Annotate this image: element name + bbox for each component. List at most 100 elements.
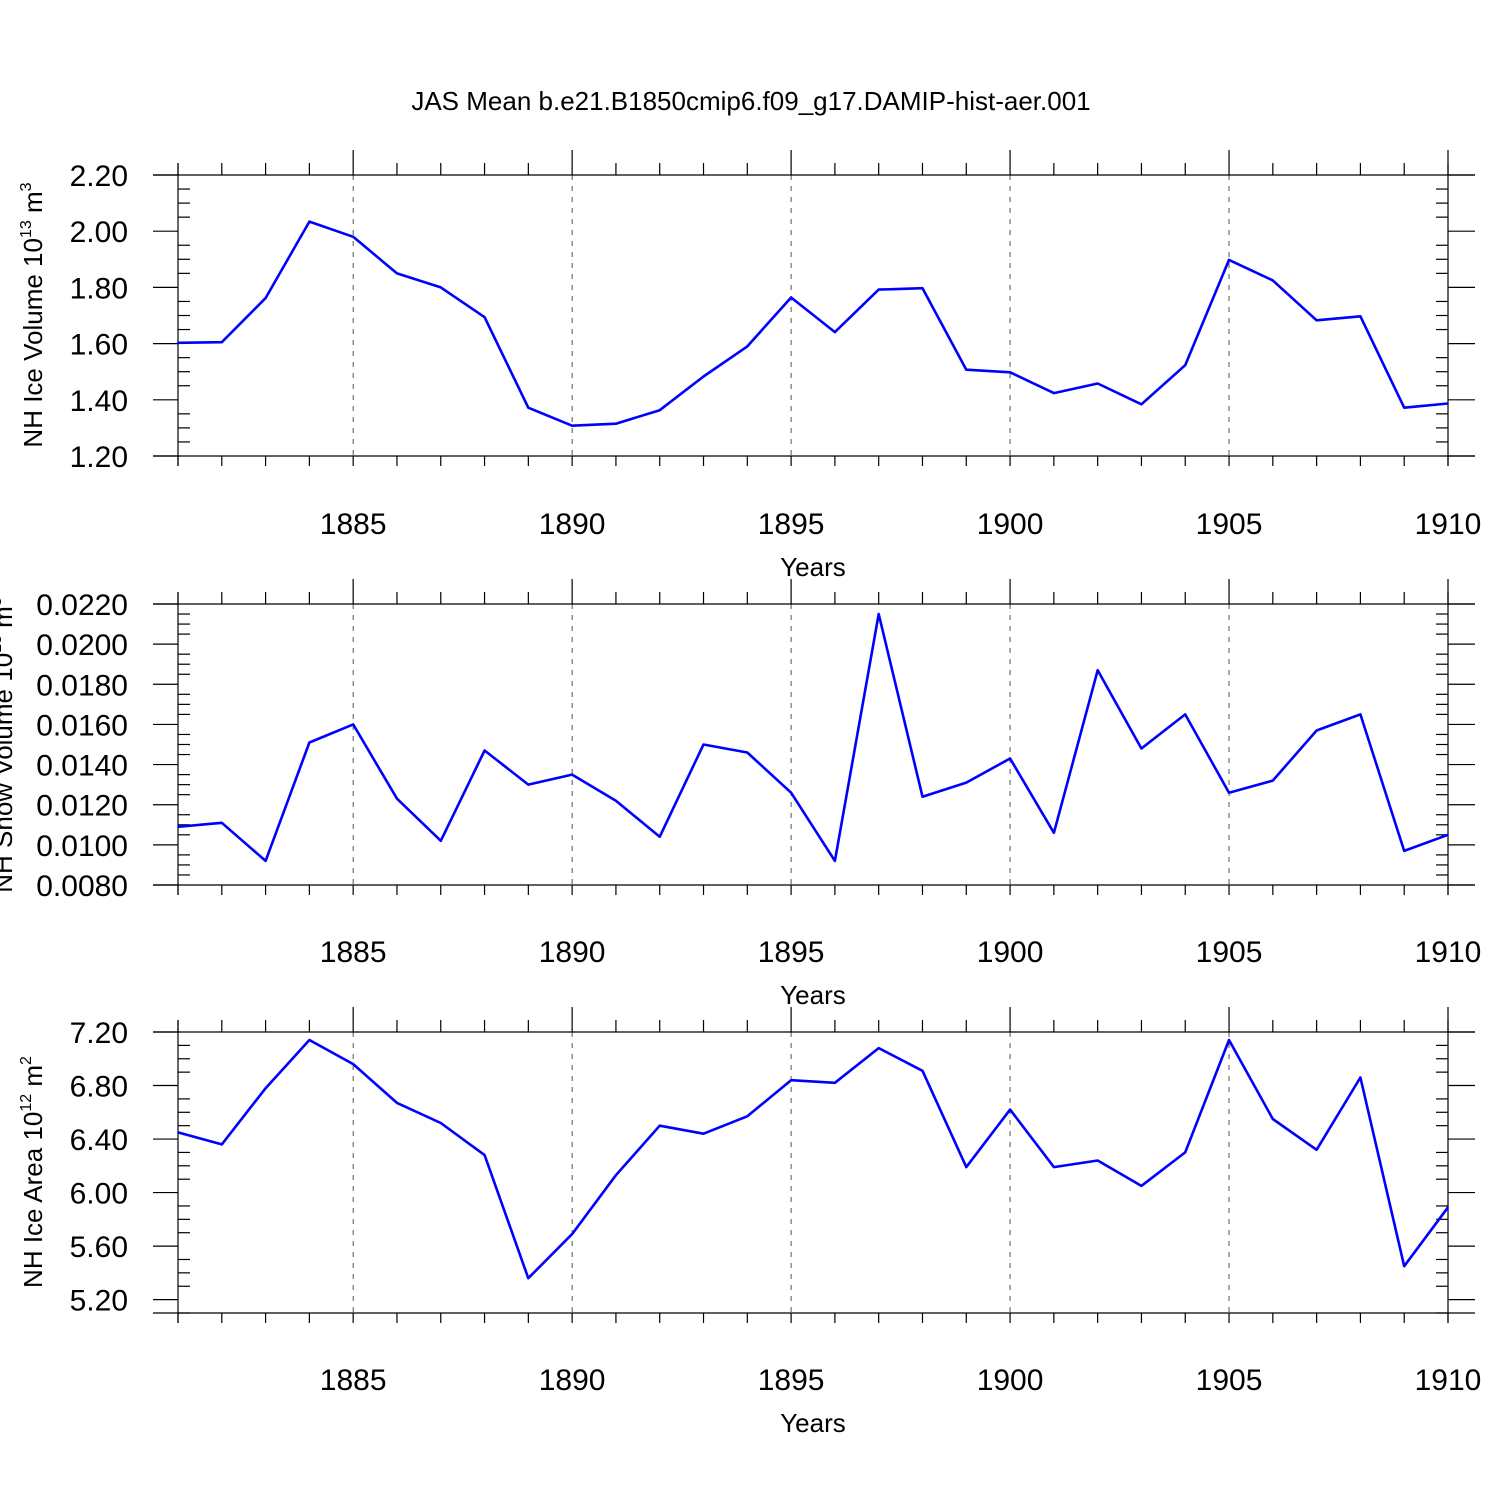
x-tick-label: 1900 bbox=[977, 936, 1044, 969]
data-point bbox=[1096, 382, 1099, 385]
x-tick-label: 1900 bbox=[977, 1364, 1044, 1397]
data-point bbox=[1447, 1206, 1449, 1209]
data-point bbox=[1096, 1159, 1099, 1162]
data-point bbox=[1447, 402, 1449, 405]
y-axis-label: NH Ice Area 1012 m2 bbox=[18, 1056, 48, 1288]
data-point bbox=[965, 368, 968, 371]
data-point bbox=[702, 375, 705, 378]
data-point bbox=[264, 860, 267, 862]
data-point bbox=[1140, 747, 1143, 750]
data-point bbox=[527, 406, 530, 409]
data-point bbox=[790, 791, 792, 794]
y-tick-label: 2.00 bbox=[70, 216, 128, 249]
data-point bbox=[965, 1166, 968, 1168]
data-point bbox=[571, 1233, 573, 1235]
x-tick-label: 1905 bbox=[1196, 508, 1263, 541]
data-point bbox=[571, 424, 573, 427]
data-point bbox=[1272, 779, 1274, 782]
data-point bbox=[1359, 315, 1362, 318]
x-tick-label: 1890 bbox=[539, 508, 606, 541]
data-point bbox=[834, 331, 836, 333]
y-tick-label: 2.20 bbox=[70, 160, 128, 193]
data-point bbox=[1315, 1149, 1318, 1151]
y-tick-label: 0.0160 bbox=[36, 709, 128, 742]
x-tick-label: 1900 bbox=[977, 508, 1044, 541]
y-tick-label: 6.80 bbox=[70, 1071, 128, 1104]
data-point bbox=[615, 422, 617, 425]
data-point bbox=[264, 1087, 267, 1089]
data-point bbox=[1359, 1076, 1362, 1079]
figure-title: JAS Mean b.e21.B1850cmip6.f09_g17.DAMIP-… bbox=[411, 86, 1090, 116]
data-point bbox=[483, 749, 486, 752]
data-point bbox=[1184, 713, 1186, 716]
y-axis-label: NH Ice Volume 1013 m3 bbox=[18, 182, 48, 447]
y-axis-label-superscript: 2 bbox=[18, 1056, 35, 1065]
data-point bbox=[702, 743, 705, 746]
data-point bbox=[1184, 364, 1186, 367]
data-point bbox=[877, 1047, 880, 1049]
x-tick-label: 1905 bbox=[1196, 936, 1263, 969]
y-axis-label-text: NH Ice Area 10 bbox=[18, 1112, 48, 1288]
data-point bbox=[965, 781, 968, 784]
x-tick-label: 1910 bbox=[1415, 1364, 1482, 1397]
panels: 1885 1890 1895 1900 1905 1910 1.20 1.40 1.60 1.80… bbox=[0, 150, 1481, 1438]
data-point bbox=[571, 773, 573, 776]
data-point bbox=[177, 342, 179, 344]
data-point bbox=[658, 409, 661, 412]
y-axis-label-superscript: 13 bbox=[18, 220, 35, 238]
data-point bbox=[1315, 319, 1318, 322]
data-point bbox=[1315, 729, 1318, 732]
data-point bbox=[658, 1124, 661, 1127]
y-tick-label: 6.00 bbox=[70, 1178, 128, 1211]
data-point bbox=[746, 751, 749, 754]
data-point bbox=[834, 1082, 836, 1084]
data-point bbox=[177, 1131, 179, 1134]
data-point bbox=[1447, 834, 1449, 836]
data-point bbox=[921, 1070, 924, 1072]
y-tick-label: 0.0100 bbox=[36, 830, 128, 863]
data-point bbox=[221, 341, 223, 344]
x-tick-label: 1910 bbox=[1415, 508, 1482, 541]
y-axis-label-superscript: 3 bbox=[0, 597, 5, 606]
y-tick-label: 5.20 bbox=[70, 1285, 128, 1318]
y-axis-label-superscript: 13 bbox=[0, 635, 5, 653]
y-tick-label: 1.60 bbox=[70, 329, 128, 362]
data-point bbox=[1403, 1265, 1405, 1267]
data-point bbox=[658, 836, 661, 838]
chart-panel-2: 1885 1890 1895 1900 1905 1910 0.0080 0.0100 0.01… bbox=[0, 579, 1481, 1010]
data-point bbox=[746, 1115, 749, 1118]
data-point bbox=[1272, 279, 1274, 282]
data-point bbox=[1272, 1118, 1274, 1120]
data-point bbox=[1053, 392, 1055, 394]
x-tick-label: 1885 bbox=[320, 508, 387, 541]
y-tick-label: 6.40 bbox=[70, 1124, 128, 1157]
data-point bbox=[1228, 259, 1230, 261]
series-line bbox=[177, 1038, 1450, 1280]
data-point bbox=[746, 345, 749, 348]
y-tick-label: 5.60 bbox=[70, 1231, 128, 1264]
y-tick-label: 7.20 bbox=[70, 1017, 128, 1050]
series-line bbox=[177, 612, 1449, 863]
data-point bbox=[1403, 850, 1405, 852]
data-point bbox=[1053, 832, 1055, 834]
y-tick-label: 0.0140 bbox=[36, 750, 128, 783]
x-axis-label: Years bbox=[780, 552, 846, 582]
x-tick-label: 1895 bbox=[758, 1364, 825, 1397]
y-tick-label: 0.0120 bbox=[36, 790, 128, 823]
data-point bbox=[352, 1063, 355, 1065]
chart-panel-3: 1885 1890 1895 1900 1905 1910 5.20 5.60 6.00 6.40… bbox=[18, 1007, 1481, 1438]
y-tick-label: 0.0080 bbox=[36, 870, 128, 903]
y-axis-label-superscript: 12 bbox=[18, 1094, 35, 1112]
data-point bbox=[1053, 1166, 1055, 1168]
x-tick-label: 1890 bbox=[539, 1364, 606, 1397]
data-point bbox=[1228, 1039, 1230, 1041]
data-point bbox=[1009, 371, 1011, 374]
data-point bbox=[790, 1079, 792, 1081]
data-point bbox=[790, 296, 792, 299]
data-point bbox=[396, 272, 398, 275]
y-axis-label-text: m bbox=[18, 191, 48, 220]
x-axis-label: Years bbox=[780, 980, 846, 1010]
data-point bbox=[483, 1154, 486, 1156]
